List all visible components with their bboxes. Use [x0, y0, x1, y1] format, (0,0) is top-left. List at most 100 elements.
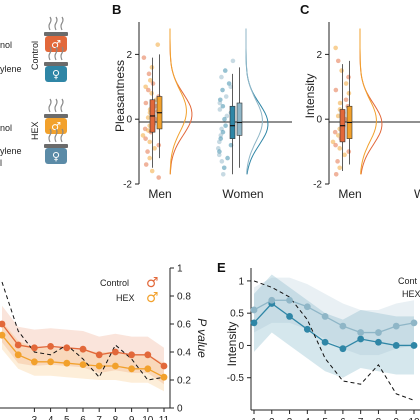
data-point: [330, 139, 336, 145]
data-point: [337, 146, 343, 151]
data-point: [145, 149, 150, 154]
data-point: [228, 84, 234, 90]
data-point: [143, 100, 149, 106]
data-point: [140, 133, 146, 138]
data-point: [144, 365, 152, 373]
y-tick-label: 0.2: [177, 376, 191, 387]
data-point: [220, 171, 226, 177]
data-point: [14, 351, 22, 359]
data-point: [333, 45, 338, 51]
y-axis-label-c: Intensity: [303, 74, 317, 119]
data-point: [225, 155, 230, 161]
data-point: [333, 171, 339, 177]
x-tick-label: 9: [129, 415, 135, 420]
data-point: [160, 362, 168, 370]
data-point: [156, 175, 162, 180]
y-tick-label: 0: [316, 115, 322, 126]
y-tick-label: -0.5: [227, 373, 245, 384]
x-category-w: W: [414, 187, 420, 201]
x-tick-label: 3: [32, 415, 38, 420]
male-symbol: ♂: [51, 120, 61, 133]
x-category-women: Women: [222, 187, 263, 201]
data-point: [346, 74, 351, 80]
row-label-1: nol: [0, 40, 12, 50]
violin-outline: [169, 28, 193, 175]
y-tick-label: 2: [126, 50, 132, 61]
data-point: [335, 58, 341, 64]
x-tick-label: 6: [80, 415, 86, 420]
legend-hex: HEX: [116, 293, 135, 303]
data-point: [152, 146, 157, 151]
data-point: [286, 313, 293, 320]
panel-e: E Intensity 1 0.5 0 -0.5 1 2 3 4 5 6 7 8 9 10 Cont H…: [217, 260, 420, 420]
data-point: [375, 338, 382, 346]
data-point: [141, 55, 147, 60]
y-tick-label: 0: [126, 115, 132, 126]
data-point: [392, 342, 400, 349]
data-point: [222, 68, 228, 73]
data-point: [230, 58, 236, 64]
data-point: [335, 113, 341, 119]
data-point: [357, 335, 365, 343]
data-point: [112, 348, 119, 356]
data-point: [217, 100, 223, 106]
panel-label-c: C: [300, 2, 310, 17]
pot-icon: ♂: [44, 16, 68, 52]
data-point: [128, 351, 136, 359]
data-point: [95, 362, 103, 370]
y-tick-label: -2: [313, 180, 322, 191]
ci-band: [2, 321, 164, 392]
ci-band: [254, 274, 414, 378]
pot-icon: ♂: [44, 98, 68, 134]
y-tick-label: 2: [316, 50, 322, 61]
p-value-line: [1, 281, 165, 381]
data-point: [155, 42, 161, 47]
data-point: [332, 129, 338, 135]
data-point: [47, 358, 54, 366]
panel-b: B Pleasantness 2 0 -2 Men Women: [112, 2, 292, 201]
violin-outline: [245, 28, 263, 175]
data-point: [143, 84, 148, 90]
panel-label-b: B: [112, 2, 121, 17]
x-tick-label: 5: [322, 417, 328, 420]
y-tick-label: -2: [123, 180, 132, 191]
legend-control-text: Control: [100, 278, 129, 288]
data-point: [149, 90, 154, 96]
data-point: [375, 329, 382, 336]
data-point: [220, 103, 226, 109]
data-point: [220, 129, 226, 135]
data-point: [217, 149, 222, 154]
data-point: [145, 87, 151, 93]
data-point: [47, 343, 54, 350]
data-point: [147, 139, 153, 145]
x-tick-label: 3: [287, 417, 293, 420]
data-point: [392, 322, 400, 330]
data-point: [224, 113, 230, 119]
data-point: [0, 331, 6, 339]
data-point: [250, 319, 258, 327]
data-point: [147, 78, 153, 83]
box: [229, 105, 236, 139]
x-tick-label: 4: [305, 417, 311, 420]
y-axis-label-p-value: P value: [195, 318, 209, 358]
x-tick-label: 6: [340, 417, 346, 420]
male-symbol: ♂: [146, 275, 159, 291]
data-point: [343, 81, 349, 86]
x-tick-label: 7: [358, 417, 364, 420]
legend-control: Cont: [398, 276, 418, 286]
data-point: [112, 362, 119, 370]
y-tick-label: 0: [177, 404, 183, 415]
data-point: [223, 123, 228, 128]
data-point: [219, 74, 224, 80]
x-tick-label: 5: [64, 415, 70, 420]
y-tick-label: 0.8: [177, 292, 191, 303]
data-point: [335, 133, 341, 138]
data-point: [79, 361, 87, 368]
data-point: [346, 149, 352, 154]
row-label-4: ylene: [0, 146, 22, 156]
data-point: [145, 115, 151, 120]
pot-icon: ♀: [44, 46, 68, 82]
legend-hex-text: HEX: [116, 293, 135, 303]
data-point: [339, 345, 347, 353]
data-point: [268, 296, 276, 304]
